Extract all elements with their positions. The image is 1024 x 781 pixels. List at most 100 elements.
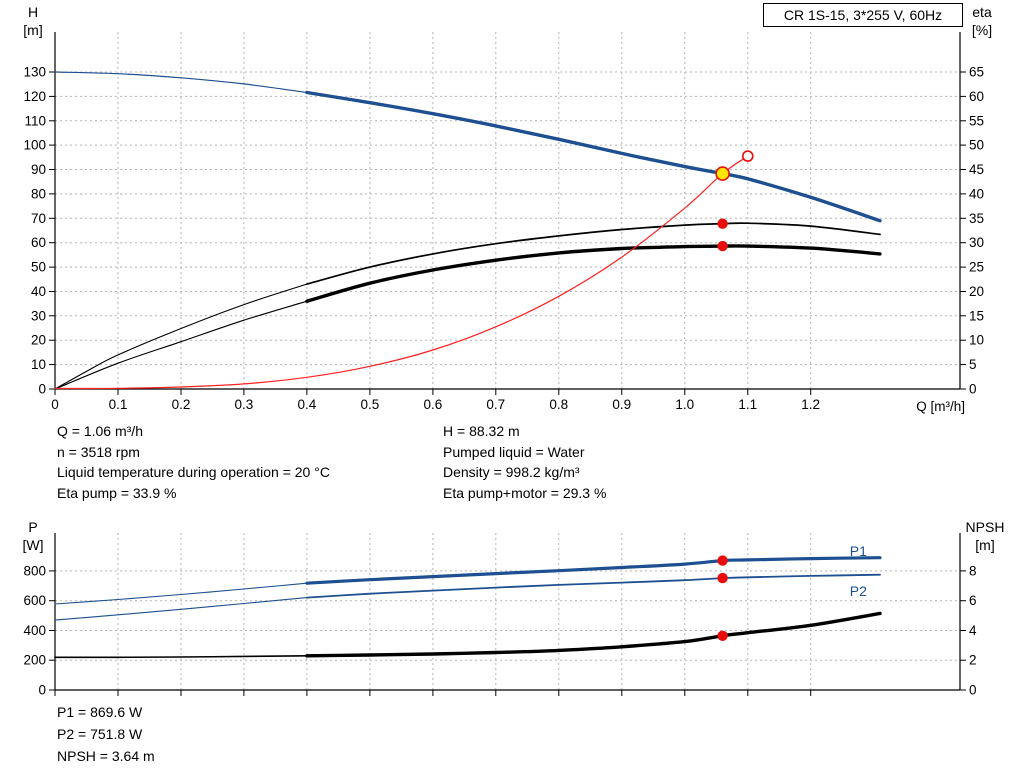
npsh-curve-extension [54, 655, 308, 659]
x-tick-label: 0.6 [424, 397, 443, 412]
y-right-tick-label: 10 [969, 333, 984, 348]
h-axis-name: H [27, 4, 39, 20]
y-right-tick-label: 50 [969, 138, 984, 153]
y-left-tick-label: 20 [31, 333, 46, 348]
y-left-tick-label: 130 [23, 65, 46, 80]
y-left-tick-label: 50 [31, 260, 46, 275]
p-axis-name: P [28, 519, 38, 535]
h-axis-label: H [m] [12, 3, 54, 39]
p1-curve [305, 556, 882, 585]
eta-pump-curve [306, 222, 881, 285]
eta-axis-name: eta [972, 4, 992, 20]
info-flow: Q = 1.06 m³/h [57, 423, 143, 439]
info-p2: P2 = 751.8 W [57, 726, 143, 742]
y-left-tick-label: 200 [23, 653, 46, 668]
y-left-tick-label: 100 [23, 138, 46, 153]
y-left-tick-label: 80 [31, 186, 46, 201]
p2-curve-extension [54, 597, 308, 621]
eta-pump-point [717, 218, 728, 229]
info-speed: n = 3518 rpm [57, 443, 140, 460]
y-left-tick-label: 70 [31, 211, 46, 226]
info-npsh: NPSH = 3.64 m [57, 748, 155, 764]
series-label-p2: P2 [850, 583, 867, 599]
npsh-axis-label: NPSH [m] [952, 518, 1018, 554]
x-tick-label: 0.8 [549, 397, 568, 412]
p2-curve [306, 573, 881, 599]
y-right-tick-label: 6 [969, 593, 977, 608]
y-left-tick-label: 0 [38, 382, 46, 397]
x-tick-label: 0.4 [298, 397, 317, 412]
x-tick-label: 0.1 [109, 397, 128, 412]
pump-title-box: CR 1S-15, 3*255 V, 60Hz [763, 3, 963, 27]
q-axis-label: Q [m³/h] [916, 399, 965, 414]
y-right-tick-label: 20 [969, 284, 984, 299]
npsh-axis-unit: [m] [975, 537, 995, 553]
npsh-axis-name: NPSH [965, 519, 1005, 535]
y-left-tick-label: 600 [23, 593, 46, 608]
y-right-tick-label: 2 [969, 653, 977, 668]
y-left-tick-label: 90 [31, 162, 46, 177]
head-curve [305, 90, 882, 223]
y-left-tick-label: 800 [23, 563, 46, 578]
y-right-tick-label: 55 [969, 113, 984, 128]
eta-pump-motor-curve [305, 244, 882, 303]
y-right-tick-label: 45 [969, 162, 984, 177]
eta-pump-curve-extension [54, 283, 308, 390]
chart-0: 0 0.1 0.2 0.3 0.4 0.5 0.6 0.7 0.8 0.9 1.0 1.1 1.2 0 10… [23, 32, 984, 412]
x-tick-label: 0.3 [235, 397, 254, 412]
info-density: Density = 998.2 kg/m³ [443, 464, 580, 480]
series-label-p1: P1 [850, 543, 867, 559]
x-tick-label: 0 [51, 397, 59, 412]
y-right-tick-label: 40 [969, 186, 984, 201]
info-head: H = 88.32 m [443, 423, 520, 439]
p1-curve-extension [54, 582, 308, 605]
info-eta-pump-motor: Eta pump+motor = 29.3 % [443, 484, 607, 501]
y-left-tick-label: 0 [38, 683, 46, 698]
info-liquid-temperature: Liquid temperature during operation = 20… [57, 464, 330, 480]
head-curve-extension [54, 71, 308, 94]
p2-point [717, 572, 728, 584]
p-axis-unit: [W] [22, 537, 44, 553]
chart-1: 0 200 400 600 800 0 2 4 6 8 P1 P2 [23, 533, 977, 698]
info-p1: P1 = 869.6 W [57, 704, 143, 720]
duty-point [715, 166, 730, 181]
y-right-tick-label: 0 [969, 683, 977, 698]
h-axis-unit: [m] [23, 22, 43, 38]
p1-point [717, 555, 728, 566]
y-left-tick-label: 110 [24, 113, 46, 128]
info-eta-pump: Eta pump = 33.9 % [57, 484, 177, 501]
y-right-tick-label: 65 [969, 65, 984, 80]
y-right-tick-label: 5 [969, 357, 977, 372]
x-tick-label: 0.7 [486, 397, 505, 412]
y-left-tick-label: 10 [31, 357, 46, 372]
y-right-tick-label: 4 [969, 623, 977, 638]
eta-pump-motor-point [717, 240, 728, 252]
duty-info-right: H = 88.32 m Pumped liquid = Water Densit… [443, 421, 606, 503]
y-right-tick-label: 35 [969, 211, 984, 226]
y-right-tick-label: 15 [969, 308, 984, 323]
y-right-tick-label: 30 [969, 235, 984, 250]
y-right-tick-label: 60 [969, 89, 984, 104]
x-tick-label: 0.9 [612, 397, 631, 412]
x-tick-label: 0.2 [172, 397, 191, 412]
x-tick-label: 0.5 [361, 397, 380, 412]
x-tick-label: 1.1 [738, 397, 757, 412]
x-tick-label: 1.2 [801, 397, 820, 412]
y-right-tick-label: 25 [969, 260, 984, 275]
eta-axis-unit: [%] [971, 22, 993, 38]
x-tick-label: 1.0 [675, 397, 694, 412]
y-right-tick-label: 8 [969, 563, 977, 578]
npsh-point [717, 630, 728, 641]
system-curve [54, 155, 749, 390]
duty-info-left: Q = 1.06 m³/h n = 3518 rpm Liquid temper… [57, 421, 330, 503]
y-left-tick-label: 120 [23, 89, 46, 104]
y-left-tick-label: 400 [23, 623, 46, 638]
eta-pump-motor-curve-extension [54, 300, 308, 390]
y-left-tick-label: 30 [31, 308, 46, 323]
npsh-curve [305, 611, 882, 658]
y-right-tick-label: 0 [969, 382, 977, 397]
y-left-tick-label: 60 [31, 235, 46, 250]
power-npsh-info: P1 = 869.6 W P2 = 751.8 W NPSH = 3.64 m [57, 701, 155, 767]
